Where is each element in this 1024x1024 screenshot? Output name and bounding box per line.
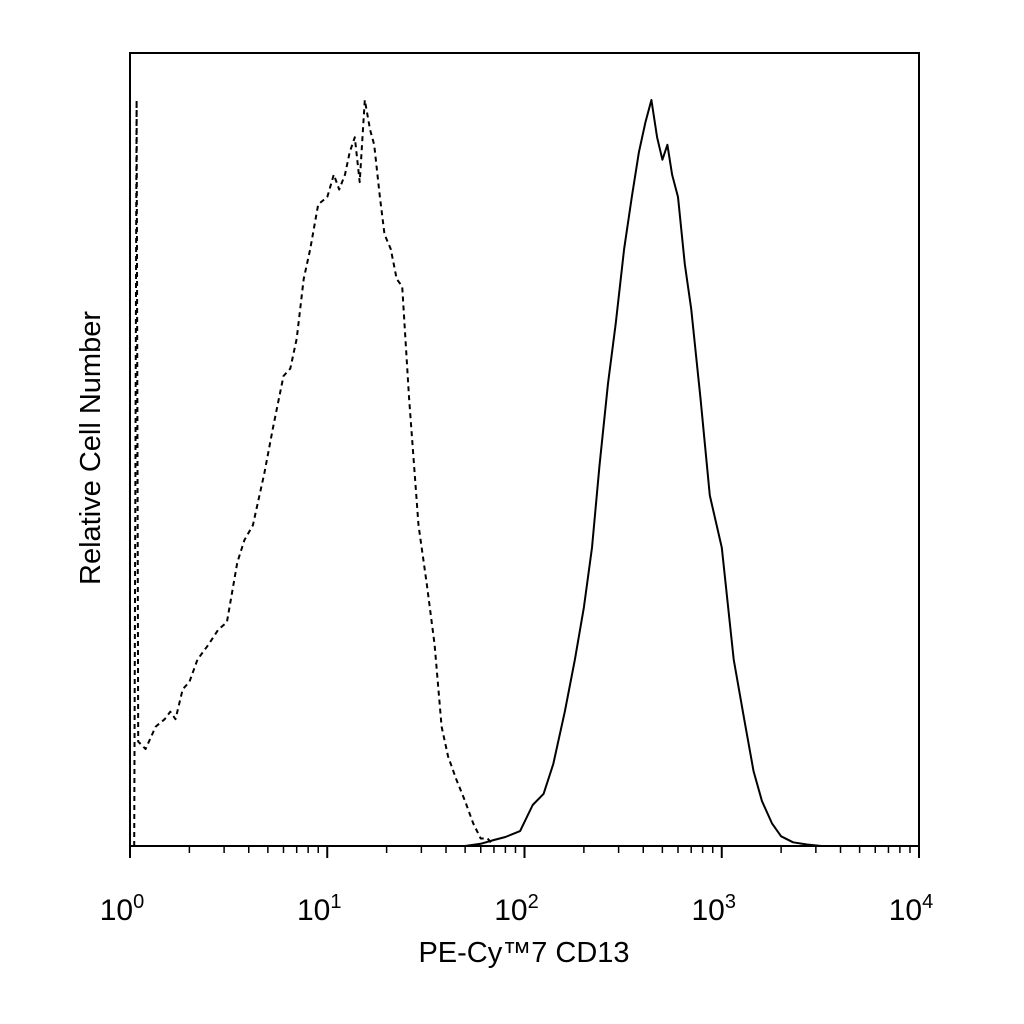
x-axis-tick-labels: 100 101 102 103 104 bbox=[100, 891, 934, 927]
dashed-histogram-line bbox=[133, 99, 919, 847]
solid-histogram-line bbox=[130, 99, 919, 847]
x-axis-title: PE-Cy™7 CD13 bbox=[418, 937, 629, 969]
x-tick-label: 100 bbox=[100, 891, 145, 927]
x-tick-label: 102 bbox=[494, 891, 539, 927]
y-axis-title: Relative Cell Number bbox=[75, 311, 107, 585]
plot-frame bbox=[129, 52, 920, 847]
x-tick-label: 104 bbox=[889, 891, 934, 927]
x-tick-label: 101 bbox=[297, 891, 342, 927]
x-tick-label: 103 bbox=[692, 891, 737, 927]
x-axis-ticks bbox=[129, 846, 920, 858]
histogram-series bbox=[130, 99, 919, 847]
